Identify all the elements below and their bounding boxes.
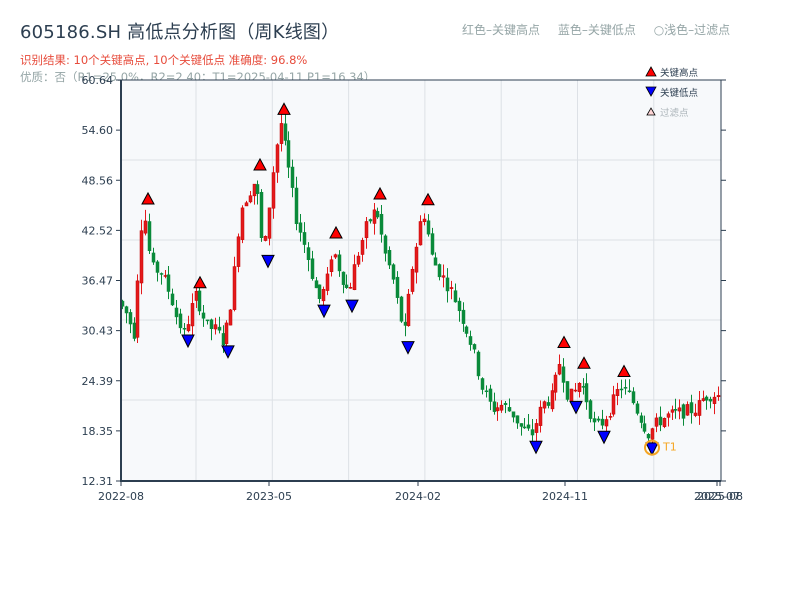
key-low-marker-icon: [645, 442, 659, 457]
t1-annotation: T1: [644, 439, 677, 456]
y-tick-label: 24.39: [82, 375, 114, 388]
key-low-marker-icon: [569, 400, 583, 415]
x-tick-label: 2025-07: [694, 490, 740, 503]
key-high-marker-icon: [277, 102, 291, 115]
y-tick-label: 60.64: [82, 74, 114, 87]
triangle-outline-icon: [646, 107, 656, 116]
key-low-marker-icon: [261, 254, 275, 269]
key-high-marker-icon: [329, 225, 343, 239]
y-tick-label: 48.56: [82, 174, 114, 187]
x-axis-ticks: 2022-08 2023-05 2024-02 2024-11 2025-072025-…: [98, 481, 743, 503]
key-high-marker-icon: [617, 364, 631, 378]
x-tick-label: 2024-11: [542, 490, 588, 503]
candles: [120, 112, 721, 447]
y-tick-label: 18.35: [82, 425, 114, 438]
x-tick-label: 2024-02: [395, 490, 441, 503]
key-low-marker-icon: [401, 341, 415, 355]
grid-lines: [121, 80, 721, 481]
t1-ring-icon: [644, 439, 660, 456]
x-tick-label: 2025-08: [697, 490, 743, 503]
y-tick-label: 12.31: [82, 475, 114, 488]
y-tick-label: 36.47: [82, 275, 114, 288]
triangle-down-icon: [645, 86, 657, 97]
key-low-marker-icon: [221, 345, 235, 359]
legend-filtered: 过滤点: [660, 107, 689, 119]
y-tick-label: 54.60: [82, 124, 114, 137]
legend-red-high: 红色–关键高点: [462, 23, 541, 37]
key-low-marker-icon: [597, 430, 611, 445]
key-low-marker-icon: [345, 299, 359, 314]
t1-label: T1: [662, 441, 677, 454]
key-high-marker-icon: [421, 192, 435, 206]
color-legend: 红色–关键高点 蓝色–关键低点 ○浅色–过滤点: [462, 21, 730, 38]
key-low-marker-icon: [317, 304, 331, 319]
legend-key-high: 关键高点: [660, 67, 699, 79]
plot-legend: 关键高点 关键低点 过滤点: [645, 66, 699, 119]
legend-light-filtered: ○浅色–过滤点: [653, 23, 731, 37]
plot-area: [121, 80, 721, 481]
triangle-up-icon: [645, 66, 657, 77]
result-summary: 识别结果: 10个关键高点, 10个关键低点 准确度: 96.8%: [20, 53, 308, 67]
y-axis-ticks: 60.64 54.60 48.56 42.52 36.47 30.43 24.39 18.35…: [82, 74, 726, 488]
page-title: 605186.SH 高低点分析图（周K线图）: [20, 22, 340, 43]
key-high-marker-icon: [373, 186, 387, 200]
x-tick-label: 2023-05: [246, 490, 292, 503]
key-high-marker-icon: [253, 157, 267, 171]
key-point-markers: [141, 102, 659, 457]
key-low-marker-icon: [529, 440, 543, 455]
legend-blue-low: 蓝色–关键低点: [557, 23, 636, 37]
x-tick-label: 2022-08: [98, 490, 144, 503]
key-high-marker-icon: [193, 275, 207, 289]
key-high-marker-icon: [141, 191, 155, 205]
y-tick-label: 30.43: [82, 325, 114, 338]
key-high-marker-icon: [557, 335, 571, 348]
y-tick-label: 42.52: [82, 224, 114, 237]
legend-key-low: 关键低点: [660, 87, 699, 99]
key-high-marker-icon: [577, 356, 591, 369]
key-low-marker-icon: [181, 334, 195, 349]
